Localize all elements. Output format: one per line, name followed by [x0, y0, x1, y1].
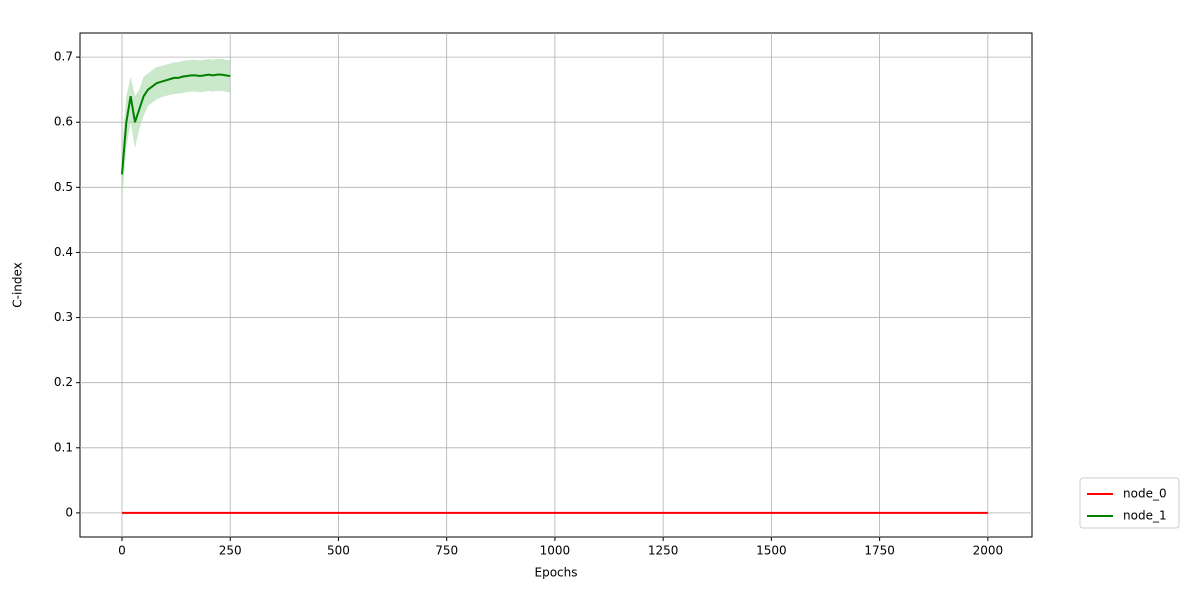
y-axis-label: C-index — [11, 262, 25, 308]
x-axis-label: Epochs — [535, 566, 578, 580]
y-tick-label: 0.3 — [54, 310, 73, 324]
x-tick-label: 1000 — [540, 544, 571, 558]
x-tick-label: 2000 — [973, 544, 1004, 558]
y-tick-label: 0.5 — [54, 180, 73, 194]
x-tick-label: 250 — [219, 544, 242, 558]
plot-frame — [79, 32, 1033, 538]
x-tick-label: 1750 — [864, 544, 895, 558]
y-tick-label: 0.4 — [54, 245, 73, 259]
x-tick-label: 1250 — [648, 544, 679, 558]
x-tick-label: 0 — [118, 544, 126, 558]
y-tick-label: 0.7 — [54, 50, 73, 64]
confidence-band — [121, 59, 231, 201]
y-tick-label: 0.2 — [54, 375, 73, 389]
x-tick-label: 750 — [435, 544, 458, 558]
x-tick-label: 500 — [327, 544, 350, 558]
y-tick-label: 0.1 — [54, 440, 73, 454]
y-tick-label: 0 — [65, 505, 73, 519]
y-tick-label: 0.6 — [54, 115, 73, 129]
series-line — [120, 73, 231, 175]
legend-label: node_0 — [1123, 487, 1167, 501]
legend-label: node_1 — [1123, 509, 1167, 523]
x-tick-label: 1500 — [756, 544, 787, 558]
